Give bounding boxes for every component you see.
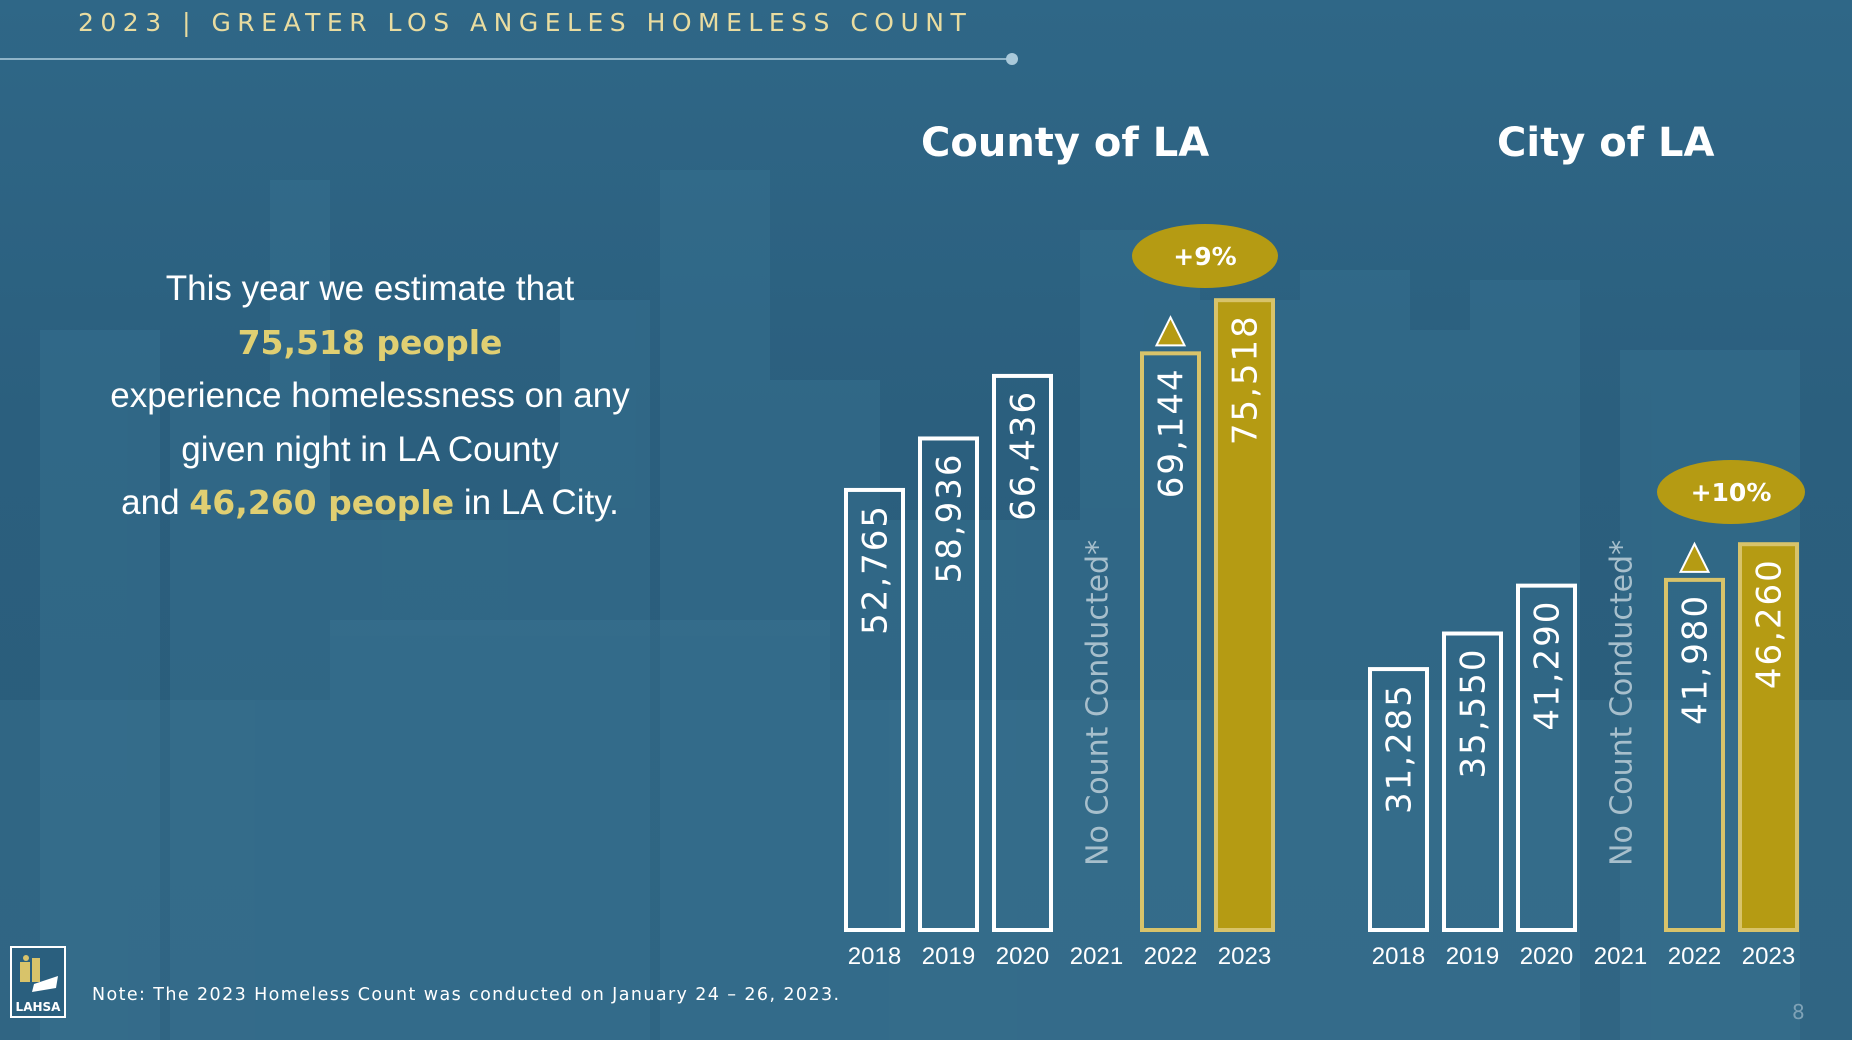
- intro-line-5-suffix: in LA City.: [463, 483, 619, 522]
- city-value-label-2022: 41,980: [1676, 594, 1716, 725]
- county-tick-label-2021: 2021: [1070, 943, 1123, 970]
- city-increase-triangle-icon: [1678, 541, 1711, 573]
- city-value-label-2019: 35,550: [1454, 648, 1494, 779]
- city-count-highlight: 46,260 people: [189, 483, 455, 522]
- header-title: 2023 | GREATER LOS ANGELES HOMELESS COUN…: [78, 8, 973, 37]
- county-value-label-2018: 52,765: [856, 504, 896, 635]
- county-tick-label-2019: 2019: [922, 943, 975, 970]
- county-tick-label-2022: 2022: [1144, 943, 1197, 970]
- city-tick-label-2018: 2018: [1372, 943, 1425, 970]
- city-bar-2020: [1516, 583, 1577, 933]
- city-chart-title: City of LA: [1497, 120, 1715, 166]
- header-divider: [0, 58, 1012, 60]
- city-value-label-2020: 41,290: [1528, 600, 1568, 731]
- city-tick-label-2021: 2021: [1594, 943, 1647, 970]
- county-value-label-2022: 69,144: [1152, 367, 1192, 498]
- county-bar-2018: [844, 487, 905, 932]
- lahsa-logo-text: LAHSA: [15, 1000, 61, 1014]
- lahsa-logo-icon: [20, 955, 58, 992]
- county-tick-label-2023: 2023: [1218, 943, 1271, 970]
- county-count-highlight: 75,518 people: [237, 322, 503, 362]
- city-tick-label-2022: 2022: [1668, 943, 1721, 970]
- city-no-count-label: No Count Conducted*: [1605, 540, 1640, 866]
- city-change-badge: +10%: [1657, 460, 1805, 524]
- county-bar-2019: [918, 436, 979, 932]
- county-bar-2022: [1140, 351, 1201, 932]
- city-bar-2022: [1664, 577, 1725, 932]
- lahsa-logo: LAHSA: [10, 946, 66, 1018]
- county-no-count-label: No Count Conducted*: [1081, 540, 1116, 866]
- intro-line-4: given night in LA County: [181, 429, 559, 469]
- county-change-badge: +9%: [1132, 224, 1278, 288]
- city-value-label-2018: 31,285: [1380, 683, 1420, 814]
- city-bar-2019: [1442, 631, 1503, 932]
- county-tick-label-2018: 2018: [848, 943, 901, 970]
- county-bar-2023: [1214, 298, 1275, 932]
- intro-line-5-prefix: and: [121, 483, 180, 522]
- city-value-label-2023: 46,260: [1750, 558, 1790, 689]
- county-chart-title: County of LA: [921, 120, 1210, 166]
- header-divider-dot: [1006, 53, 1018, 65]
- county-value-label-2020: 66,436: [1004, 390, 1044, 521]
- county-value-label-2019: 58,936: [930, 452, 970, 583]
- county-increase-triangle-icon: [1154, 315, 1187, 347]
- county-value-label-2023: 75,518: [1226, 314, 1266, 445]
- city-bar-2023: [1738, 542, 1799, 932]
- city-tick-label-2020: 2020: [1520, 943, 1573, 970]
- city-bar-2018: [1368, 667, 1429, 933]
- county-bar-2020: [992, 373, 1053, 932]
- city-tick-label-2023: 2023: [1742, 943, 1795, 970]
- county-tick-label-2020: 2020: [996, 943, 1049, 970]
- intro-line-3: experience homelessness on any: [110, 376, 630, 415]
- footnote: Note: The 2023 Homeless Count was conduc…: [92, 985, 841, 1005]
- page-number: 8: [1792, 1000, 1805, 1024]
- intro-statement: This year we estimate that 75,518 people…: [80, 262, 660, 530]
- intro-line-1: This year we estimate that: [165, 269, 575, 308]
- city-tick-label-2019: 2019: [1446, 943, 1499, 970]
